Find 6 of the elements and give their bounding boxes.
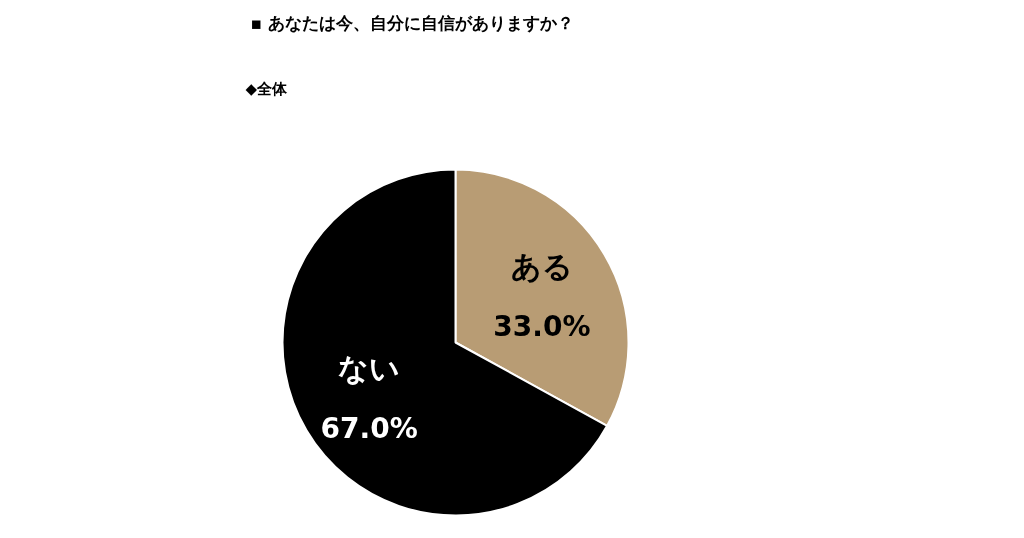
slice-label: ない xyxy=(338,351,401,387)
chart-title: ▪ あなたは今、自分に自信がありますか？ xyxy=(250,12,574,33)
chart-subtitle: ◆全体 xyxy=(245,79,289,98)
data-label: 67.0% xyxy=(320,412,418,446)
data-label: 33.0% xyxy=(493,309,591,343)
slice-label: ある xyxy=(510,248,573,284)
